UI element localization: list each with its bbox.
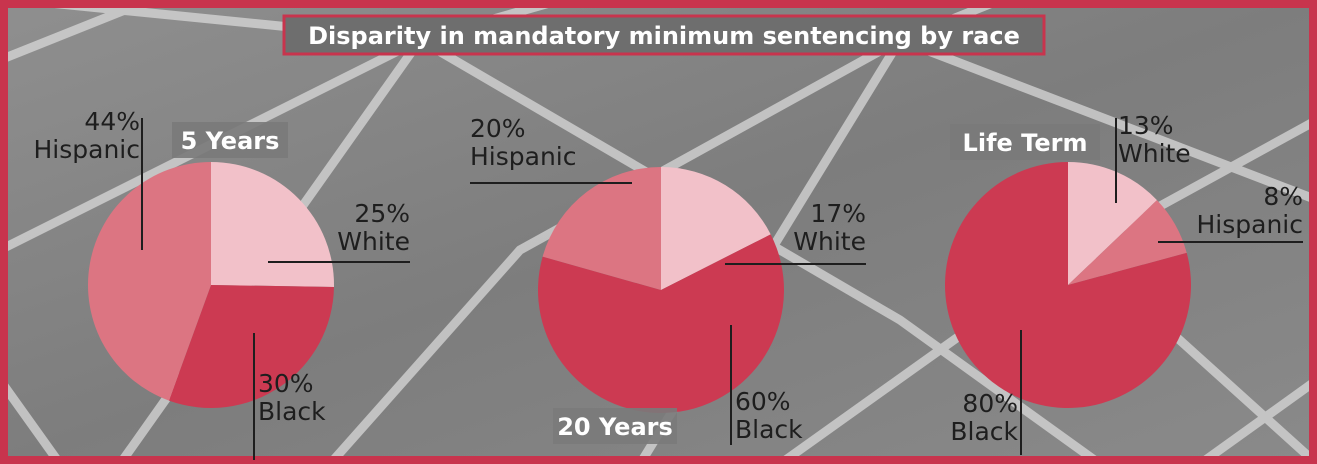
category-label: Hispanic: [1197, 210, 1304, 239]
value-label: 60%: [735, 387, 791, 416]
pie-slice: [538, 234, 784, 413]
category-label: White: [793, 227, 866, 256]
chart-title: 20 Years: [557, 413, 673, 441]
category-label: White: [1118, 139, 1191, 168]
category-label: Hispanic: [34, 135, 141, 164]
pie-slice: [1068, 200, 1187, 285]
title: Disparity in mandatory minimum sentencin…: [308, 22, 1020, 50]
pie-slice: [945, 162, 1191, 408]
value-label: 20%: [470, 114, 526, 143]
chart-title-box: [553, 408, 677, 444]
pie-slice: [211, 162, 334, 287]
pie-slice: [168, 285, 334, 408]
category-label: Black: [735, 415, 803, 444]
chart-title: Life Term: [963, 129, 1088, 157]
value-label: 13%: [1118, 111, 1174, 140]
category-label: Black: [258, 397, 326, 426]
pie-slice: [661, 167, 771, 290]
pie-slice: [542, 167, 661, 290]
chart-title-box: [172, 122, 288, 158]
pie-slice: [88, 162, 211, 401]
chart-title: 5 Years: [181, 127, 280, 155]
category-label: Hispanic: [470, 142, 577, 171]
title-box: [282, 14, 1046, 56]
chart-title-box: [950, 124, 1100, 160]
value-label: 30%: [258, 369, 314, 398]
value-label: 44%: [84, 107, 140, 136]
value-label: 17%: [810, 199, 866, 228]
category-label: White: [337, 227, 410, 256]
category-label: Black: [950, 417, 1018, 446]
value-label: 25%: [354, 199, 410, 228]
pie-slice: [1068, 162, 1157, 285]
value-label: 8%: [1263, 182, 1303, 211]
value-label: 80%: [962, 389, 1018, 418]
